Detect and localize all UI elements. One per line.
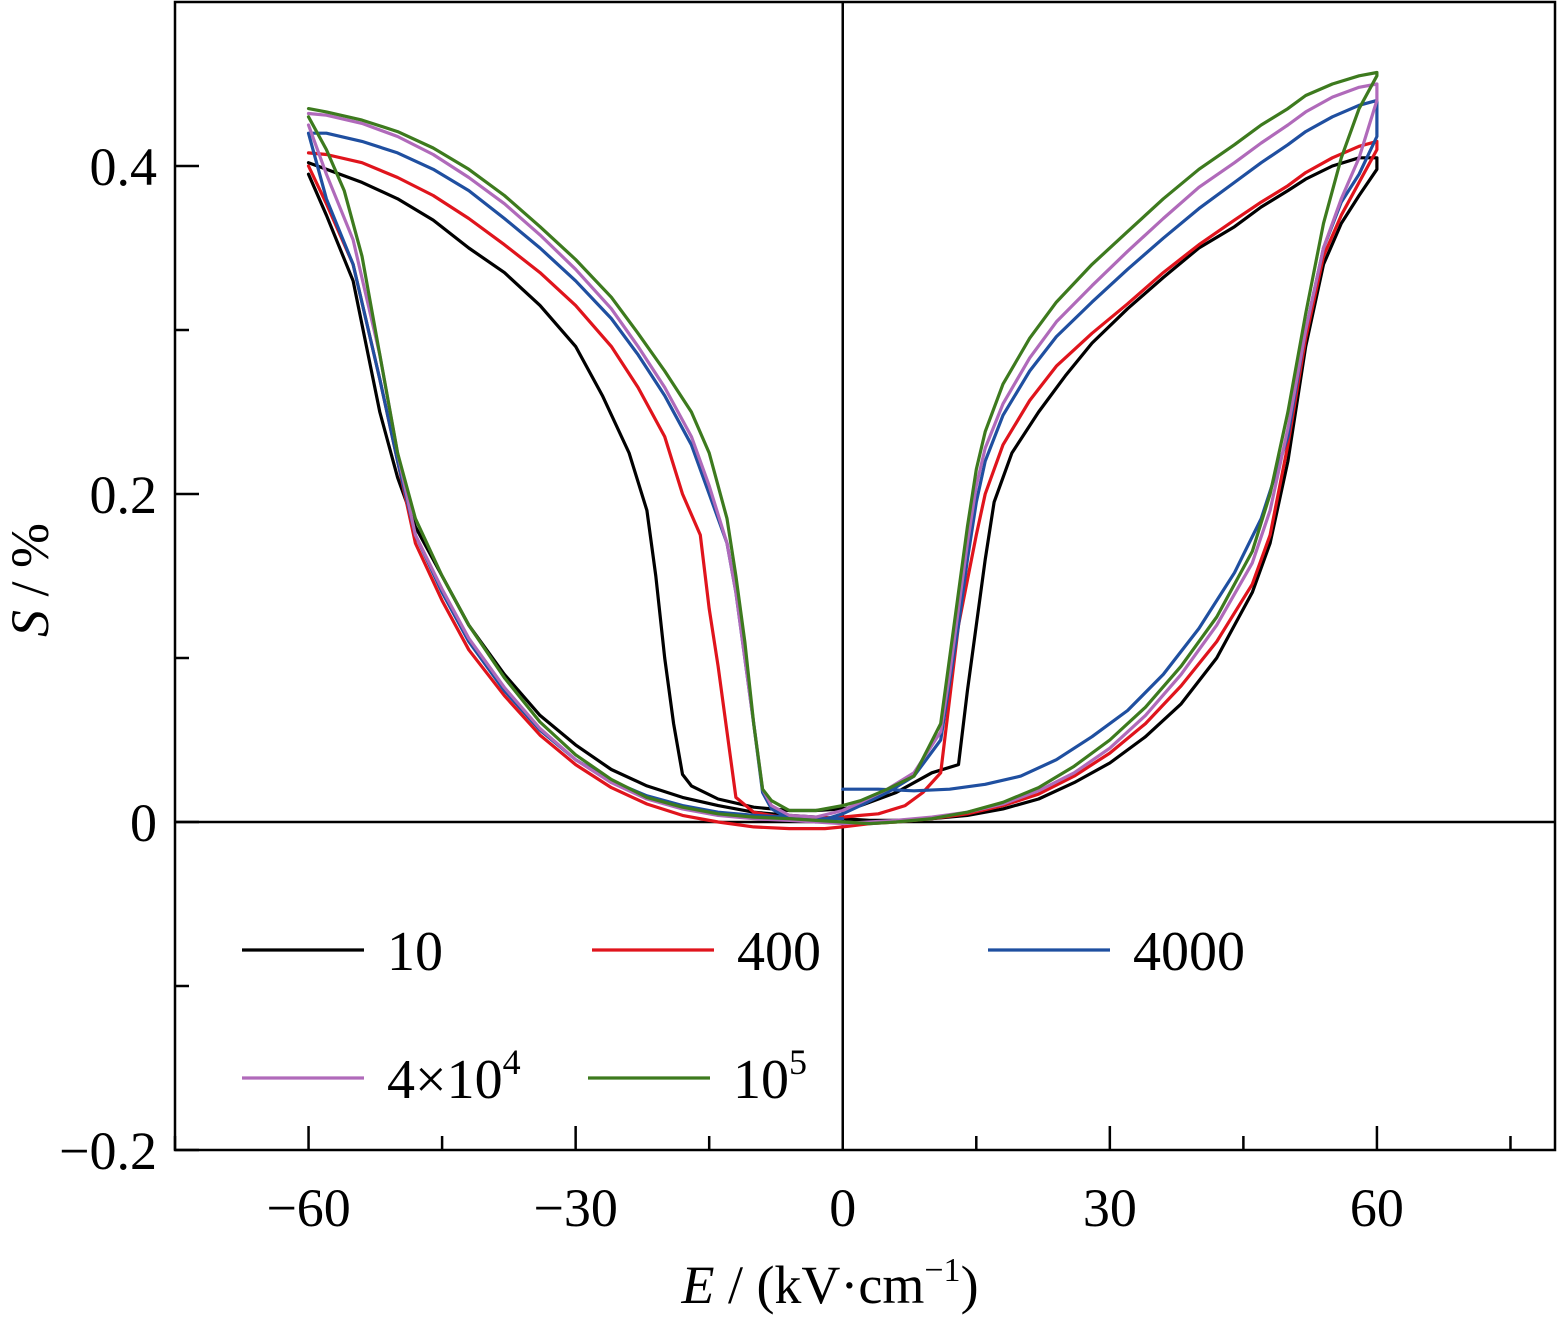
series-line-1 xyxy=(306,139,1379,831)
y-tick-label: 0.2 xyxy=(90,465,158,525)
x-axis-variable: E xyxy=(680,1255,714,1315)
x-axis-title: E / (kV·cm−1) xyxy=(680,1252,978,1315)
legend-label-4: 105 xyxy=(733,1042,807,1111)
legend-label-1: 400 xyxy=(737,921,821,983)
legend-label-3: 4×104 xyxy=(387,1042,521,1111)
legend-label-base: 10 xyxy=(387,921,443,983)
y-tick-label: 0 xyxy=(130,793,157,853)
y-tick-label: 0.4 xyxy=(90,137,158,197)
x-axis-unit-sup: −1 xyxy=(924,1252,960,1289)
axis-ticks xyxy=(173,164,1512,1152)
x-tick-label: 30 xyxy=(1083,1178,1137,1238)
zero-lines xyxy=(175,2,1555,1150)
y-tick-label: −0.2 xyxy=(59,1121,157,1181)
series-group xyxy=(306,70,1379,831)
legend-label-sup: 4 xyxy=(503,1042,521,1082)
legend-label-sup: 5 xyxy=(789,1042,807,1082)
x-tick-label: 60 xyxy=(1350,1178,1404,1238)
y-axis-title: S / % xyxy=(0,523,60,637)
series-line-4 xyxy=(306,70,1379,826)
legend-label-base: 4×10 xyxy=(387,1049,503,1111)
legend-label-base: 10 xyxy=(733,1049,789,1111)
legend-label-base: 4000 xyxy=(1133,921,1245,983)
axis-tick-labels: −60 −30 0 30 60 −0.2 0 0.2 0.4 xyxy=(59,137,1404,1238)
x-tick-label: −60 xyxy=(266,1178,350,1238)
legend-label-base: 400 xyxy=(737,921,821,983)
x-tick-label: −30 xyxy=(533,1178,617,1238)
series-line-0 xyxy=(306,156,1379,823)
x-axis-unit: / (kV·cm xyxy=(714,1255,924,1315)
y-axis-variable: S xyxy=(0,610,60,637)
plot-frame xyxy=(173,0,1557,1152)
x-axis-unit-end: ) xyxy=(961,1255,979,1315)
x-tick-label: 0 xyxy=(829,1178,856,1238)
legend-label-0: 10 xyxy=(387,921,443,983)
legend-label-2: 4000 xyxy=(1133,921,1245,983)
y-axis-unit: / % xyxy=(0,523,60,610)
